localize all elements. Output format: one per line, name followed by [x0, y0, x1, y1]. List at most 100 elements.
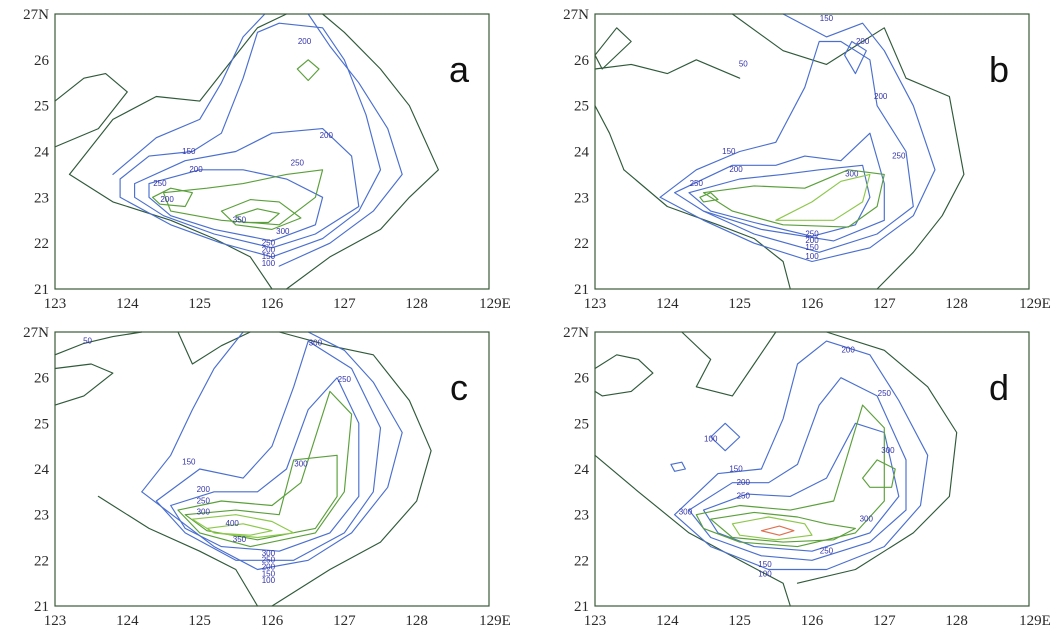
contour-label: 150: [805, 243, 819, 252]
x-tick-label: 128: [405, 613, 428, 629]
contour-line: [659, 13, 936, 263]
contour-line: [54, 331, 143, 356]
contour-line: [206, 523, 273, 536]
y-tick-label: 22: [574, 236, 589, 252]
contour-label: 250: [820, 546, 834, 555]
panel-letter: b: [989, 49, 1009, 90]
contour-label: 300: [262, 549, 276, 558]
contour-line: [134, 128, 360, 249]
x-tick-label: 123: [584, 296, 607, 312]
y-tick-label: 24: [34, 145, 50, 161]
map-panel-a: 200200150200250250200350300250200150100a…: [23, 7, 511, 312]
contour-label: 300: [309, 339, 323, 348]
panel-frame: [54, 13, 490, 290]
y-tick-label: 25: [574, 99, 589, 115]
contour-label: 250: [197, 496, 211, 505]
x-tick-label: 127: [333, 296, 356, 312]
x-tick-label: 128: [405, 296, 428, 312]
contour-label: 250: [737, 492, 751, 501]
contour-label: 250: [262, 556, 276, 565]
contour-label: 100: [704, 435, 718, 444]
contour-line: [296, 59, 320, 82]
contour-label: 300: [881, 446, 895, 455]
contour-line: [674, 132, 885, 242]
contour-line: [594, 454, 791, 607]
x-tick-label: 129E: [479, 613, 511, 629]
contour-line: [177, 331, 251, 365]
contour-label: 200: [160, 195, 174, 204]
x-tick-label: 128: [945, 613, 968, 629]
contour-line: [112, 13, 266, 175]
panel-letter: d: [989, 367, 1009, 408]
contour-line: [594, 354, 654, 397]
x-tick-label: 129E: [1019, 613, 1051, 629]
contour-line: [235, 208, 280, 224]
y-tick-label: 25: [34, 416, 49, 432]
contour-line: [594, 59, 741, 79]
contour-label: 150: [729, 464, 743, 473]
contour-label: 200: [841, 346, 855, 355]
x-tick-label: 127: [873, 296, 896, 312]
contour-label: 150: [182, 457, 196, 466]
contour-label: 100: [262, 576, 276, 585]
contour-label: 300: [294, 460, 308, 469]
contour-label: 150: [262, 569, 276, 578]
contour-line: [278, 13, 403, 267]
contour-label: 150: [182, 147, 196, 156]
contour-line: [659, 40, 914, 253]
contour-line: [710, 422, 741, 452]
contour-line: [119, 22, 382, 258]
x-tick-label: 124: [116, 613, 139, 629]
contour-line: [688, 377, 907, 561]
x-tick-label: 126: [801, 613, 824, 629]
x-tick-label: 126: [261, 613, 284, 629]
y-tick-label: 22: [574, 553, 589, 569]
contour-label: 350: [233, 535, 247, 544]
contour-label: 250: [291, 158, 305, 167]
x-tick-label: 123: [44, 296, 67, 312]
y-tick-label: 21: [34, 599, 49, 615]
contour-label: 300: [197, 508, 211, 517]
contour-label: 150: [722, 147, 736, 156]
contour-label: 150: [262, 252, 276, 261]
contour-label: 250: [153, 179, 167, 188]
x-tick-label: 123: [44, 613, 67, 629]
panel-frame: [594, 331, 1030, 607]
contour-label: 200: [729, 165, 743, 174]
y-tick-label: 26: [574, 53, 590, 69]
y-tick-label: 24: [34, 462, 50, 478]
map-panel-b: 15020050200150200250250300250200150100b1…: [563, 7, 1051, 312]
contour-line: [594, 105, 625, 171]
contour-line: [731, 516, 813, 541]
y-tick-label: 27N: [23, 325, 49, 341]
contour-line: [699, 192, 719, 203]
contour-label: 200: [874, 92, 888, 101]
contour-line: [844, 40, 867, 75]
x-tick-label: 124: [656, 296, 679, 312]
contour-label: 250: [805, 229, 819, 238]
x-tick-label: 126: [261, 296, 284, 312]
contour-line: [68, 13, 288, 175]
contour-label: 150: [820, 14, 834, 23]
contour-line: [285, 13, 439, 290]
contour-line: [681, 331, 777, 397]
contour-label: 150: [758, 560, 772, 569]
x-tick-label: 127: [873, 613, 896, 629]
y-tick-label: 21: [574, 282, 589, 298]
contour-label: 200: [805, 236, 819, 245]
contour-label: 250: [690, 179, 704, 188]
x-tick-label: 124: [116, 296, 139, 312]
contour-line: [695, 404, 885, 548]
y-tick-label: 25: [34, 99, 49, 115]
panel-letter: c: [450, 367, 468, 408]
contour-line: [760, 525, 795, 536]
contour-label: 200: [737, 478, 751, 487]
contour-label: 100: [262, 259, 276, 268]
panel-frame: [54, 331, 490, 607]
contour-line: [674, 340, 929, 571]
contour-line: [220, 199, 302, 230]
contour-line: [170, 377, 360, 552]
y-tick-label: 23: [34, 508, 49, 524]
contour-line: [155, 340, 382, 561]
contour-label: 350: [233, 216, 247, 225]
